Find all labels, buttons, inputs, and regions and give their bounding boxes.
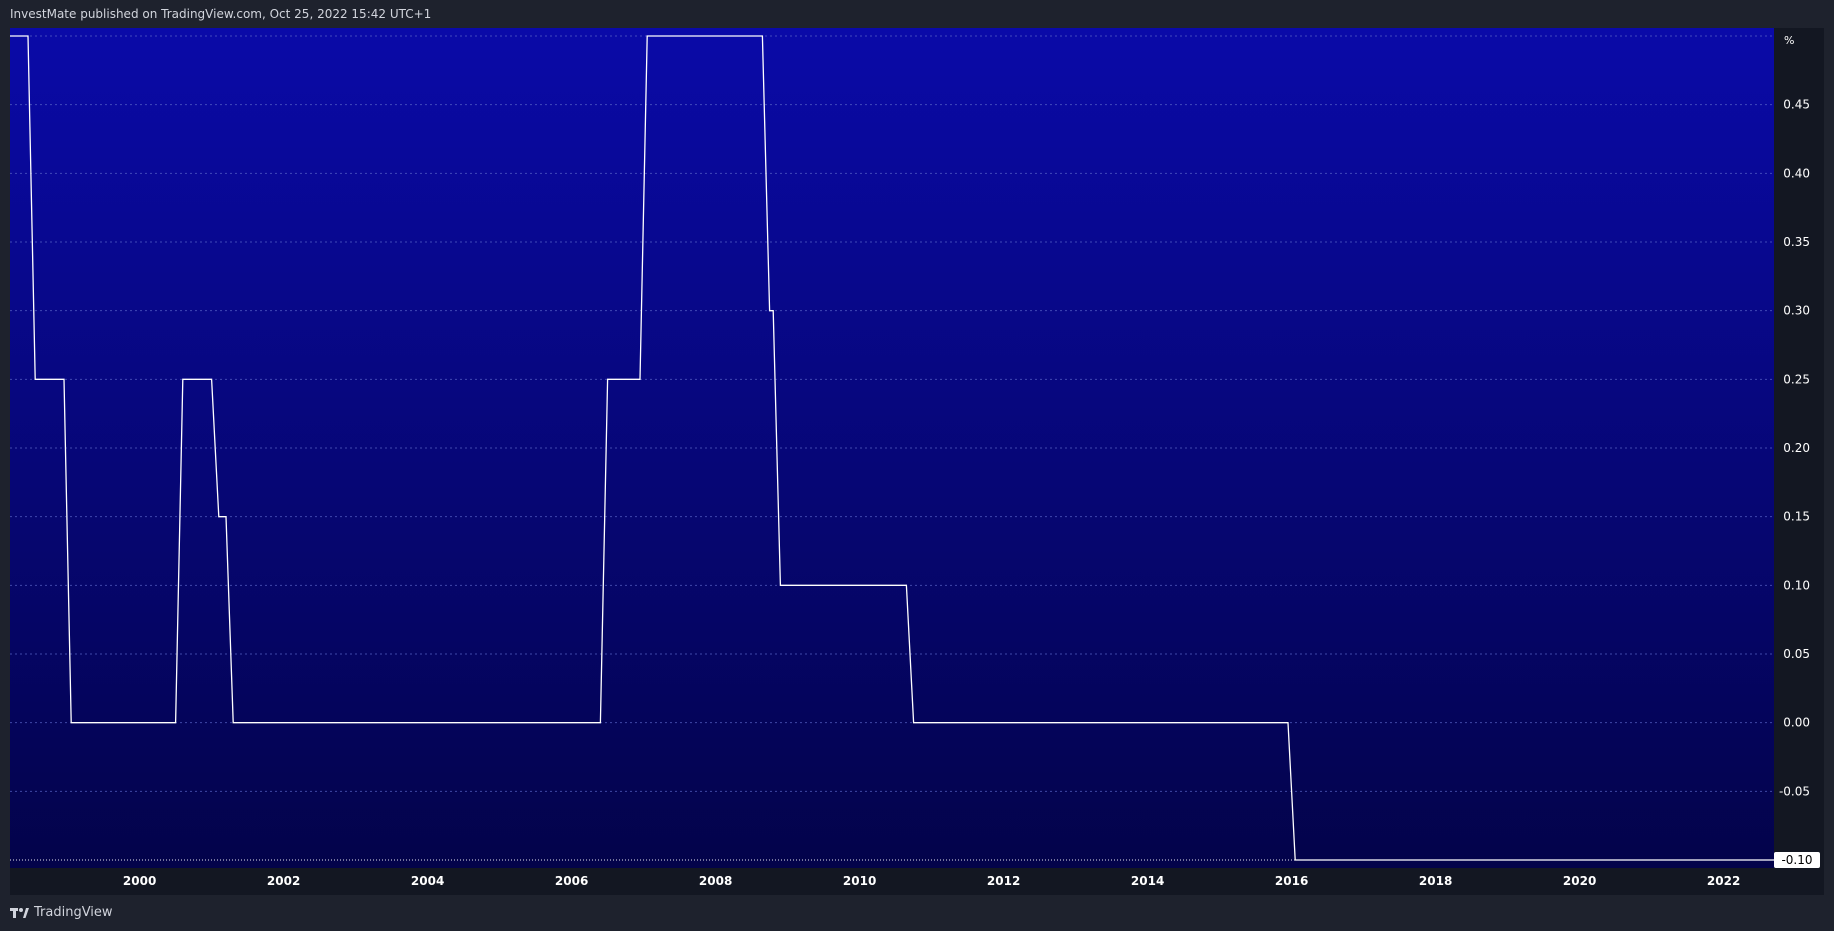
x-tick-label: 2016 (1275, 874, 1308, 888)
last-value-badge (1774, 852, 1820, 868)
y-tick-label: 0.20 (1783, 441, 1810, 455)
y-tick-label: 0.25 (1783, 372, 1810, 386)
x-axis[interactable]: 2000 2002 2004 2006 2008 2010 2012 2014 2016 2018… (123, 874, 1740, 888)
x-tick-label: 2020 (1563, 874, 1596, 888)
y-tick-label: 0.30 (1783, 304, 1810, 318)
x-tick-label: 2004 (411, 874, 444, 888)
y-tick-label: -0.05 (1779, 784, 1810, 798)
x-tick-label: 2022 (1707, 874, 1740, 888)
y-tick-label: 0.40 (1783, 166, 1810, 180)
x-tick-label: 2006 (555, 874, 588, 888)
y-axis[interactable]: 0.45 0.40 0.35 0.30 0.25 0.20 0.15 0.10 0.05 0.00… (1774, 98, 1820, 868)
x-tick-label: 2018 (1419, 874, 1452, 888)
y-tick-label: 0.10 (1783, 578, 1810, 592)
y-tick-label: 0.45 (1783, 98, 1810, 112)
series-line-0[interactable] (10, 35, 1774, 861)
y-axis-unit-label: % (1784, 34, 1794, 47)
x-tick-label: 2000 (123, 874, 156, 888)
footer: TradingView (0, 897, 1834, 931)
tradingview-logo-icon (10, 906, 30, 920)
y-tick-label: 0.35 (1783, 235, 1810, 249)
y-tick-label: 0.05 (1783, 647, 1810, 661)
publish-header: InvestMate published on TradingView.com,… (0, 0, 1834, 28)
chart-frame[interactable]: 0.45 0.40 0.35 0.30 0.25 0.20 0.15 0.10 0.05 0.00… (10, 28, 1824, 895)
price-chart[interactable]: 0.45 0.40 0.35 0.30 0.25 0.20 0.15 0.10 0.05 0.00… (10, 28, 1824, 895)
x-tick-label: 2010 (843, 874, 876, 888)
x-tick-label: 2002 (267, 874, 300, 888)
x-tick-label: 2014 (1131, 874, 1164, 888)
series-layer (10, 35, 1774, 861)
y-tick-label: 0.00 (1783, 716, 1810, 730)
brand-logo[interactable]: TradingView (10, 905, 113, 920)
publish-info-text: InvestMate published on TradingView.com,… (10, 7, 432, 21)
y-tick-label: 0.15 (1783, 510, 1810, 524)
x-tick-label: 2012 (987, 874, 1020, 888)
last-value-label: -0.10 (1781, 853, 1812, 867)
x-tick-label: 2008 (699, 874, 732, 888)
brand-name: TradingView (34, 905, 113, 920)
